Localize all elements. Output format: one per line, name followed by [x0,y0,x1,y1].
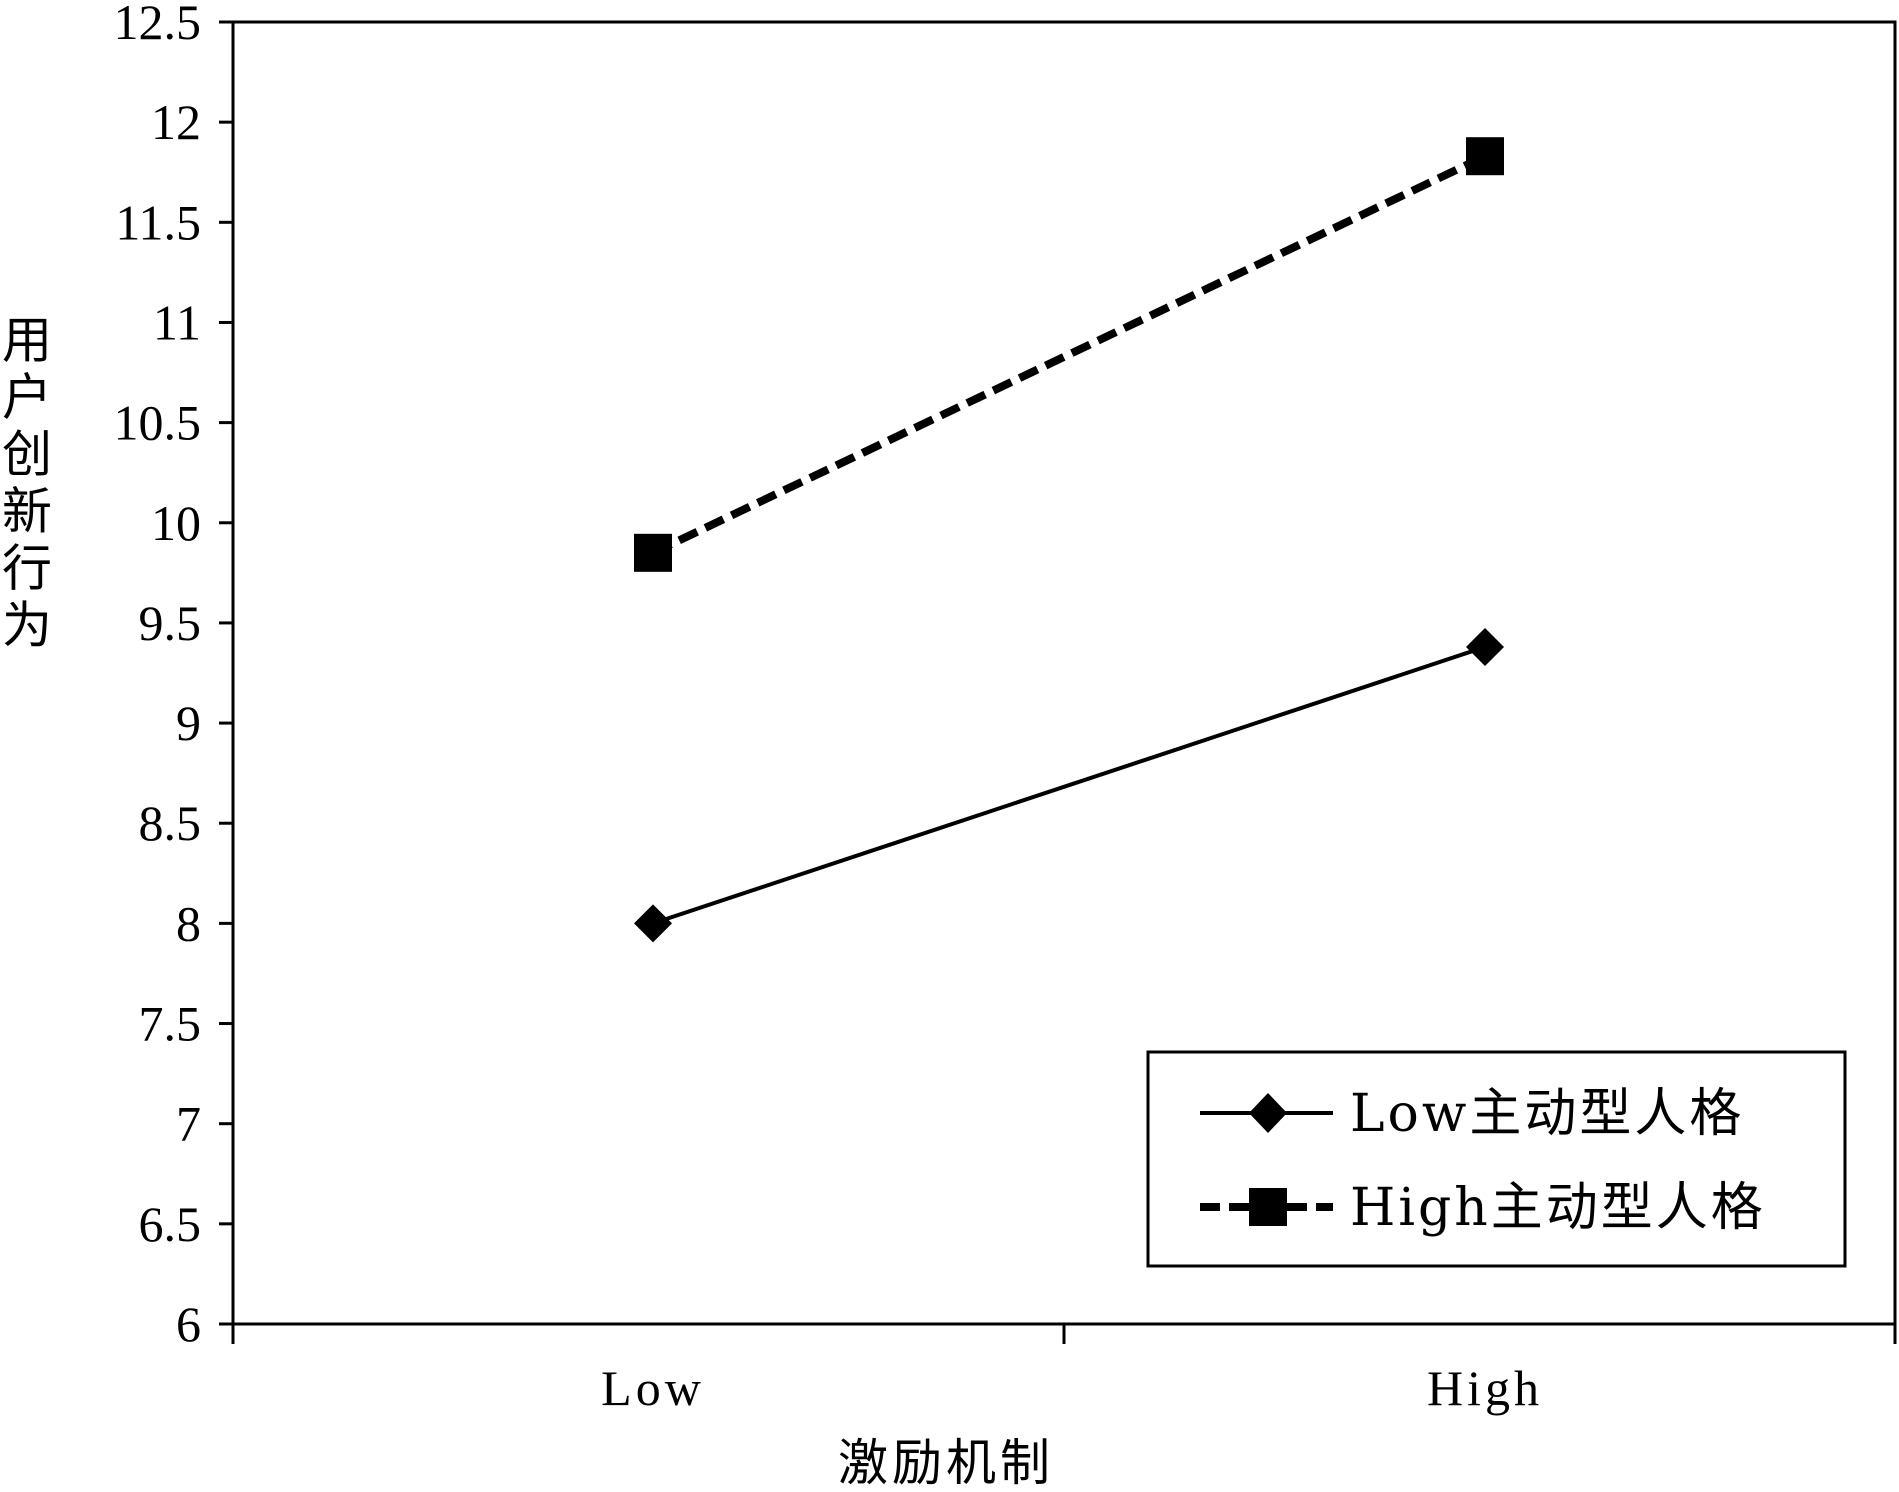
legend-label-high: High主动型人格 [1350,1178,1766,1238]
data-point-high-low [634,533,672,572]
legend-diamond-marker [1249,1093,1287,1133]
series-line-high [651,152,1487,557]
legend-item-high: High主动型人格 [1200,1178,1766,1238]
y-tick-label: 12.5 [114,0,202,50]
legend-box [1146,1050,1847,1268]
x-axis-title: 激励机制 [838,1434,1054,1492]
x-tick-label-low: Low [601,1360,705,1416]
x-axis: Low High [231,1322,1897,1416]
y-tick-label: 7.5 [139,996,202,1052]
y-tick-label: 9.5 [139,595,202,651]
y-tick-label: 6 [176,1296,201,1352]
y-tick-label: 6.5 [139,1196,202,1252]
y-axis-title-char: 为 [2,597,52,655]
legend-square-marker [1249,1188,1287,1226]
y-tick-label: 9 [176,695,201,751]
y-tick-label: 10 [151,495,201,551]
y-tick-label: 11 [153,294,201,350]
data-point-high-high [1466,137,1504,176]
y-axis-title-char: 户 [2,369,52,427]
y-axis-title-char: 新 [2,483,52,541]
y-axis: 6 6.5 7 7.5 8 8.5 9 9.5 10 10.5 11 11.5 12 12.5 [114,0,235,1352]
y-axis-ticks: 6 6.5 7 7.5 8 8.5 9 9.5 10 10.5 11 11.5 12 12.5 [114,0,233,1352]
legend-item-low: Low主动型人格 [1200,1084,1744,1144]
series-layer [634,137,1504,943]
y-tick-label: 8.5 [139,795,202,851]
data-point-low-high [1466,627,1504,666]
y-tick-label: 11.5 [115,194,201,250]
y-tick-label: 7 [176,1096,201,1152]
y-tick-label: 10.5 [114,395,202,451]
legend: Low主动型人格 High主动型人格 [1146,1050,1847,1268]
y-tick-label: 8 [176,895,201,951]
series-line-low [652,645,1486,926]
y-axis-title: 用户创新行为 [2,312,52,655]
y-tick-label: 12 [151,94,201,150]
x-tick-label-high: High [1427,1360,1543,1416]
y-axis-title-char: 行 [2,540,52,598]
y-axis-title-char: 创 [2,426,52,484]
legend-label-low: Low主动型人格 [1350,1084,1744,1144]
data-point-low-low [634,904,672,943]
y-axis-title-char: 用 [2,312,52,370]
